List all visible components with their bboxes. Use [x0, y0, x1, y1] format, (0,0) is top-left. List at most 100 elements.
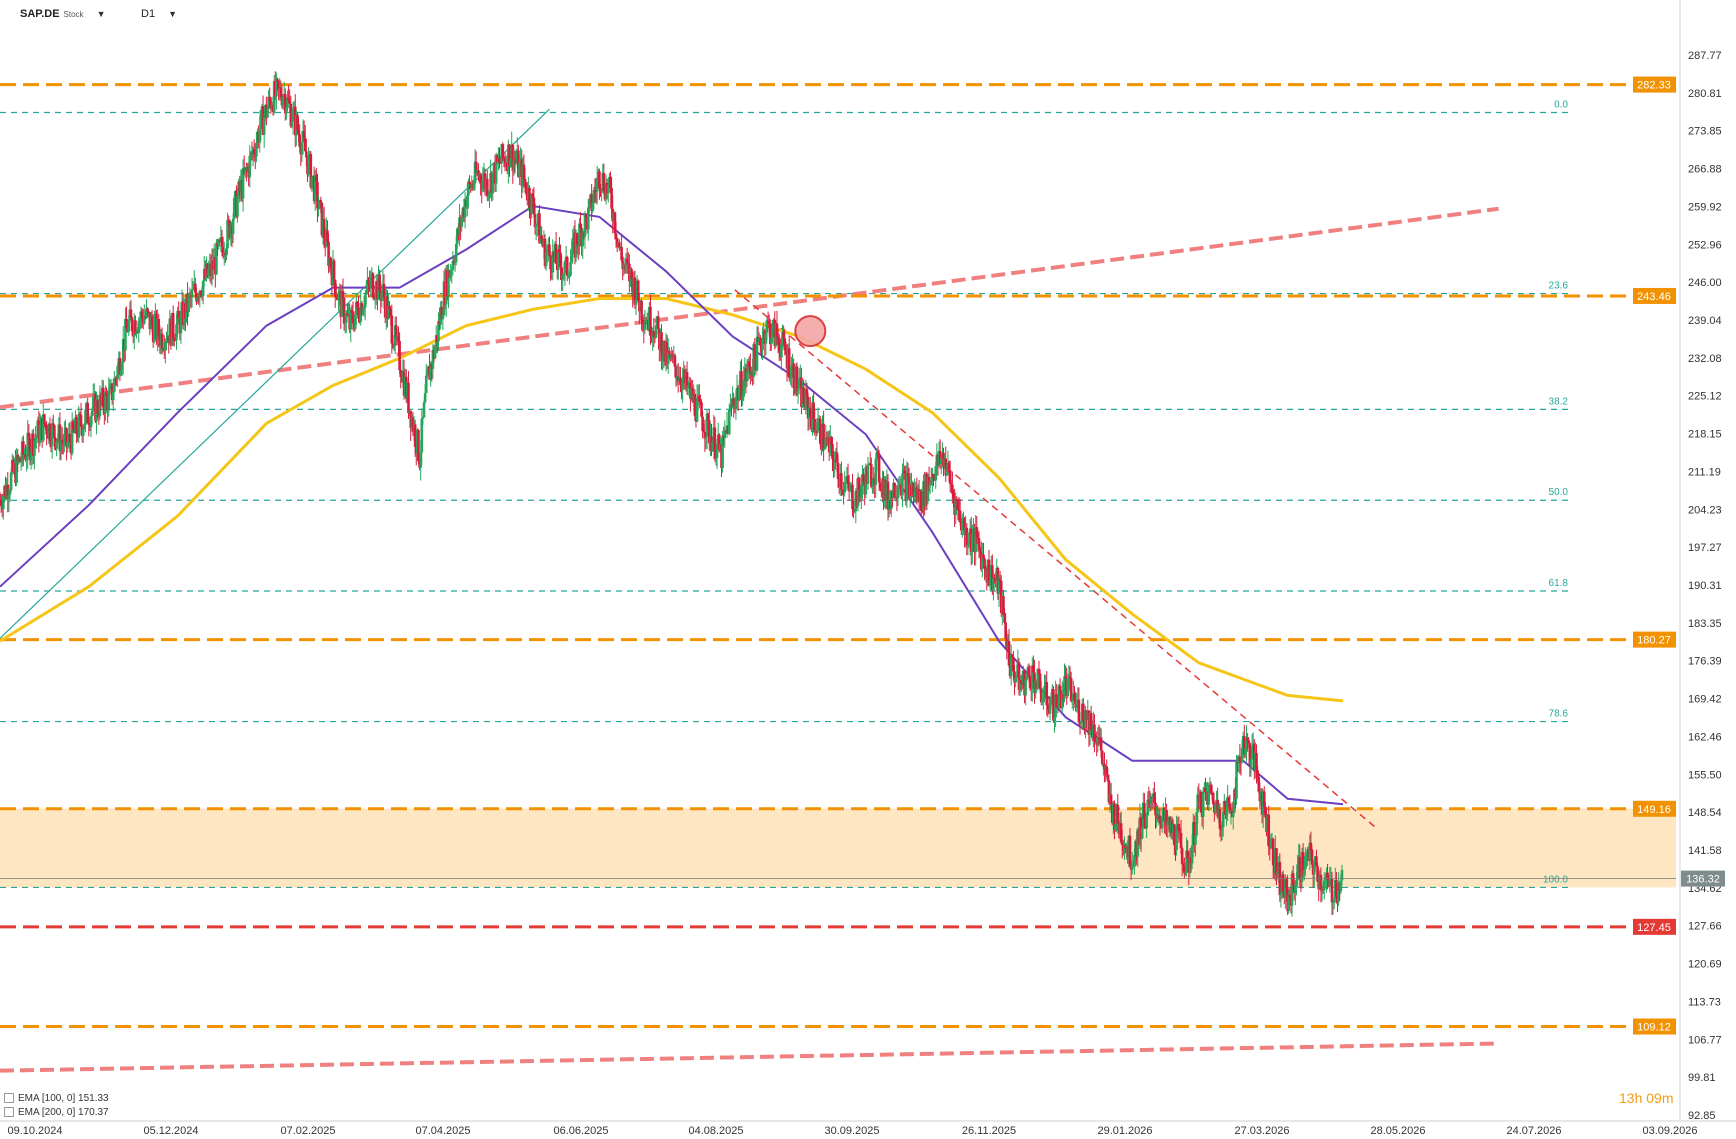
- candle-body: [1105, 766, 1108, 775]
- candle-body: [975, 527, 979, 538]
- candle-body: [356, 301, 359, 308]
- candle-body: [1339, 880, 1343, 892]
- candle-body: [258, 129, 262, 143]
- candle-body: [472, 183, 476, 187]
- x-tick-label: 04.08.2025: [688, 1125, 743, 1137]
- candle-body: [398, 341, 401, 370]
- candle-body: [87, 423, 91, 425]
- timeframe-label[interactable]: D1: [141, 8, 156, 20]
- candle-body: [350, 310, 354, 313]
- candle-body: [341, 290, 345, 298]
- candle-body: [952, 493, 955, 498]
- candle-body: [119, 370, 123, 375]
- candle-body: [613, 212, 617, 234]
- candle-body: [147, 311, 151, 313]
- candle-body: [275, 79, 278, 97]
- candle-body: [309, 153, 313, 188]
- candle-body: [1057, 685, 1061, 709]
- candle-body: [124, 318, 127, 351]
- candle-body: [1324, 879, 1327, 881]
- candle-body: [522, 164, 526, 179]
- candle-body: [467, 181, 470, 196]
- candle-body: [25, 457, 28, 460]
- candle-body: [310, 177, 314, 188]
- candle-body: [320, 202, 324, 236]
- candle-body: [1063, 676, 1066, 699]
- candle-body: [1262, 791, 1266, 807]
- candle-body: [388, 305, 391, 310]
- y-tick-label: 273.85: [1688, 126, 1722, 138]
- candle-body: [227, 220, 230, 222]
- timeframe-dropdown-icon[interactable]: ▼: [168, 9, 178, 19]
- candle-body: [1194, 835, 1197, 845]
- legend-checkbox-icon[interactable]: [4, 1107, 14, 1118]
- candle-body: [134, 320, 137, 334]
- candle-body: [783, 338, 787, 351]
- candle-body: [584, 214, 588, 217]
- candle-body: [702, 431, 706, 433]
- symbol-dropdown-icon[interactable]: ▼: [96, 9, 106, 19]
- candle-body: [893, 483, 896, 499]
- candle-body: [1082, 703, 1085, 722]
- candle-body: [1302, 869, 1306, 875]
- fib-label: 0.0: [1554, 99, 1568, 110]
- candle-body: [1316, 866, 1319, 882]
- y-tick-label: 92.85: [1688, 1110, 1716, 1122]
- candle-body: [7, 494, 11, 500]
- candle-body: [266, 108, 269, 118]
- candle-body: [649, 306, 652, 336]
- candle-body: [769, 323, 772, 345]
- candle-body: [770, 337, 773, 345]
- candle-body: [48, 423, 52, 442]
- candle-body: [171, 313, 175, 338]
- candle-body: [1319, 874, 1323, 891]
- candle-body: [55, 441, 58, 449]
- candle-body: [363, 294, 367, 308]
- candle-body: [313, 175, 317, 202]
- candle-body: [1165, 810, 1168, 826]
- y-tick-label: 113.73: [1688, 996, 1721, 1008]
- candle-body: [262, 117, 266, 135]
- candle-body: [366, 280, 369, 291]
- candle-body: [307, 155, 310, 175]
- y-tick-label: 252.96: [1688, 239, 1722, 251]
- level-label-bg: [1633, 76, 1676, 93]
- candle-body: [164, 341, 167, 351]
- legend-checkbox-icon[interactable]: [4, 1093, 14, 1104]
- candle-body: [1301, 852, 1305, 875]
- candle-body: [1013, 671, 1016, 683]
- y-tick-label: 183.35: [1688, 618, 1722, 630]
- candle-body: [1211, 792, 1215, 805]
- timeframe-selector[interactable]: D1 ▼: [141, 8, 177, 20]
- candle-body: [1015, 675, 1019, 678]
- candle-body: [1002, 596, 1005, 615]
- candle-body: [1255, 753, 1258, 771]
- candle-body: [729, 405, 732, 411]
- candle-body: [1214, 804, 1217, 813]
- legend-ema200[interactable]: EMA [200, 0] 170.37: [4, 1107, 109, 1118]
- candle-body: [583, 214, 587, 237]
- candle-body: [15, 454, 18, 483]
- candle-body: [38, 424, 42, 443]
- candle-body: [853, 511, 856, 513]
- candle-body: [81, 428, 85, 436]
- candle-body: [474, 161, 478, 173]
- legend-ema100[interactable]: EMA [100, 0] 151.33: [4, 1093, 109, 1104]
- candle-body: [1188, 857, 1192, 873]
- candle-body: [290, 121, 294, 127]
- candle-body: [595, 178, 599, 192]
- candle-body: [727, 410, 731, 435]
- candle-body: [1145, 815, 1148, 829]
- candle-body: [693, 393, 697, 416]
- candle-body: [903, 470, 906, 474]
- candle-body: [319, 200, 323, 203]
- candle-body: [625, 258, 629, 263]
- candle-body: [652, 331, 656, 336]
- last-price-label: 136.32: [1686, 874, 1720, 886]
- candle-body: [1011, 654, 1014, 658]
- candle-body: [934, 466, 938, 481]
- candle-body: [77, 414, 81, 438]
- candle-body: [1337, 882, 1340, 902]
- candle-body: [761, 339, 764, 351]
